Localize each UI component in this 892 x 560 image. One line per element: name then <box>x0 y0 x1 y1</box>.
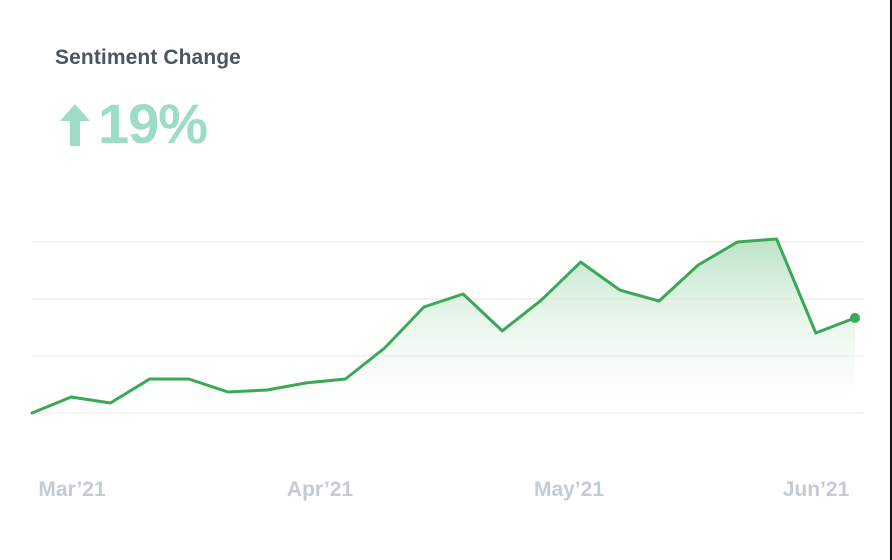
last-point-marker[interactable] <box>850 312 860 323</box>
sentiment-area-chart <box>30 237 864 415</box>
sentiment-metric: 19% <box>58 92 208 156</box>
x-axis-label: Apr’21 <box>286 478 354 501</box>
card-title: Sentiment Change <box>55 46 241 69</box>
chart-line <box>30 237 857 415</box>
metric-value: 19% <box>98 92 208 155</box>
x-axis-label: Jun’21 <box>782 478 850 501</box>
arrow-up-icon <box>60 104 90 146</box>
x-axis-label: Mar’21 <box>38 478 106 501</box>
x-axis-label: May’21 <box>533 478 605 501</box>
chart-area-fill <box>32 239 855 415</box>
